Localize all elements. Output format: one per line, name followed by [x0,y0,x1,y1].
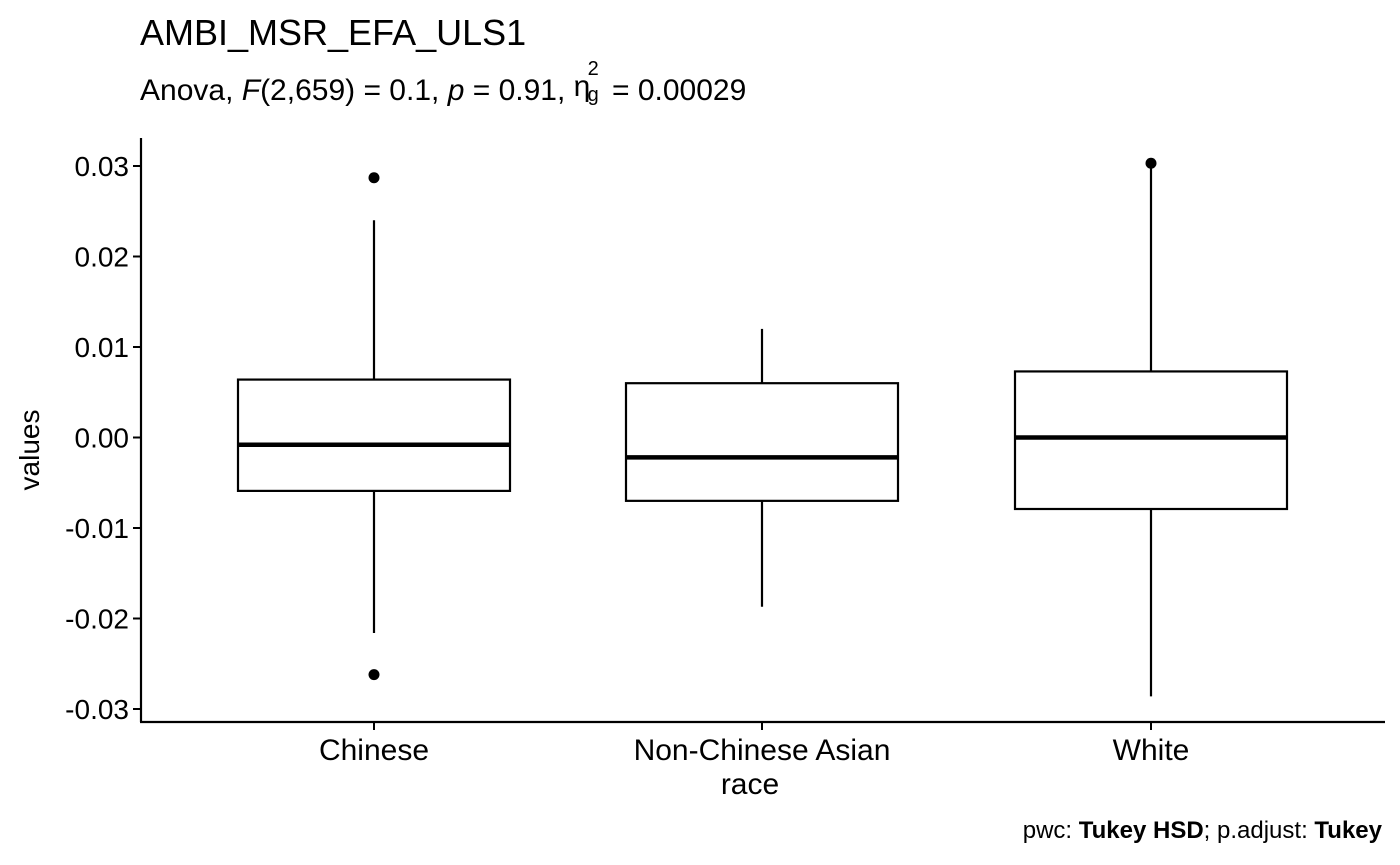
chart-title: AMBI_MSR_EFA_ULS1 [140,12,527,53]
outlier-point [1145,157,1157,169]
y-tick-label: -0.02 [65,604,129,635]
x-tick-label: White [1113,734,1190,767]
outlier-point [368,669,380,681]
y-tick-label: 0.01 [75,332,130,363]
box [1013,370,1289,511]
box [624,382,900,502]
y-tick-label: -0.03 [65,694,129,725]
box [236,378,512,492]
x-tick-label: Non-Chinese Asian [634,734,891,767]
subtitle-f-symbol: F [241,74,261,107]
y-tick-label: -0.01 [65,513,129,544]
box-group-white [1013,157,1289,697]
subtitle-prefix: Anova, [140,74,242,107]
subtitle-eta-symbol: η [573,70,591,103]
subtitle-eta-sup: 2 [587,58,599,80]
y-tick-label: 0.02 [75,242,130,273]
x-tick-label: Chinese [319,734,429,767]
subtitle-f-args: (2,659) = 0.1, [260,74,448,107]
box-group-non-chinese-asian [624,328,900,607]
subtitle-eta-value: = 0.00029 [603,74,747,107]
caption-sep: ; p.adjust: [1203,817,1315,844]
caption-adjust-method: Tukey [1314,817,1382,844]
chart-caption: pwc: Tukey HSD; p.adjust: Tukey [1023,817,1382,845]
subtitle-p-symbol: p [447,74,465,107]
y-tick-label: 0.03 [75,151,130,182]
subtitle-p-value: = 0.91, [464,74,574,107]
caption-pwc-method: Tukey HSD [1078,817,1204,844]
x-axis-title: race [720,768,780,801]
outlier-point [368,172,380,184]
y-tick-label: 0.00 [75,423,130,454]
subtitle-eta-sub: g [587,84,599,106]
box-group-chinese [236,172,512,681]
caption-pwc-label: pwc: [1022,817,1079,844]
